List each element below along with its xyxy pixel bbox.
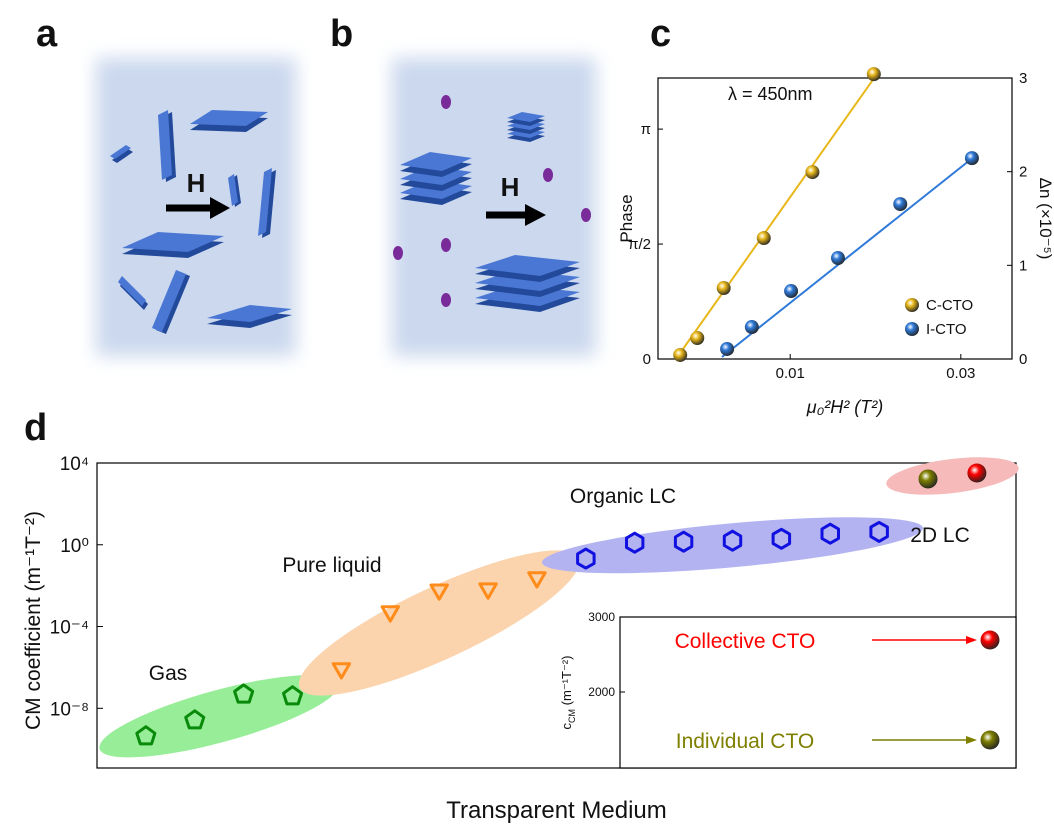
legend-label: C-CTO [926,297,973,314]
y2-tick-label: 1 [1019,257,1027,274]
data-point [745,320,759,334]
data-point [673,348,687,362]
data-point [965,151,979,165]
y-tick-label: 10⁻⁴ [50,618,89,639]
data-point [893,197,907,211]
y2-tick-label: 2 [1019,164,1027,181]
data-point [717,281,731,295]
data-point [867,67,881,81]
y-axis-label: Phase [617,194,636,242]
label-units: (m⁻¹T⁻²) [559,656,574,709]
y-tick-label: 10⁴ [60,454,89,475]
y-tick-label: 0 [643,351,651,368]
region-label: Gas [149,662,188,685]
series-label: Individual CTO [676,730,815,753]
y-axis-label: cCM (m⁻¹T⁻²) [559,656,577,730]
series-label: Collective CTO [675,630,816,653]
diagram-a: H [96,58,296,356]
data-point [967,464,986,483]
data-point [981,631,1000,650]
diagram-b: H [392,58,596,356]
label-sub: CM [567,709,577,723]
region [884,451,1020,501]
panel-label: b [330,13,353,55]
figure: a b c d H [0,0,1054,831]
data-point [831,251,845,265]
panel-label: d [24,407,47,449]
region [540,506,925,585]
x-tick-label: 0.01 [776,365,805,382]
field-label: H [187,168,206,198]
background [392,58,596,356]
legend-marker [905,298,919,312]
y2-tick-label: 3 [1019,70,1027,87]
panel-label: a [36,13,58,55]
y-tick-label: 10⁰ [60,536,89,557]
x-tick-label: 0.03 [946,365,975,382]
data-point [919,469,938,488]
panel-label: c [650,13,671,55]
legend-marker [905,322,919,336]
y-tick-label: π [641,121,651,138]
region-label: Organic LC [570,485,676,508]
y2-axis-label: Δn (×10⁻⁵) [1036,178,1054,260]
annotation: λ = 450nm [728,84,813,104]
data-point [784,284,798,298]
y-tick-label: 10⁻⁸ [50,699,89,720]
data-point [981,731,1000,750]
data-point [805,165,819,179]
region-label: 2D LC [910,524,970,547]
y-axis-label: CM coefficient (m⁻¹T⁻²) [22,511,45,730]
data-point [690,331,704,345]
data-point [757,231,771,245]
x-axis-label: Transparent Medium [446,797,667,824]
y2-tick-label: 0 [1019,351,1027,368]
data-point [720,342,734,356]
field-label: H [501,172,520,202]
y-tick-label: 3000 [588,610,615,624]
x-axis-label: μ₀²H² (T²) [806,397,883,417]
y-tick-label: 2000 [588,685,615,699]
region-label: Pure liquid [282,554,381,577]
plot-frame [658,78,1012,359]
fit-line [676,76,876,359]
legend-label: I-CTO [926,321,967,338]
